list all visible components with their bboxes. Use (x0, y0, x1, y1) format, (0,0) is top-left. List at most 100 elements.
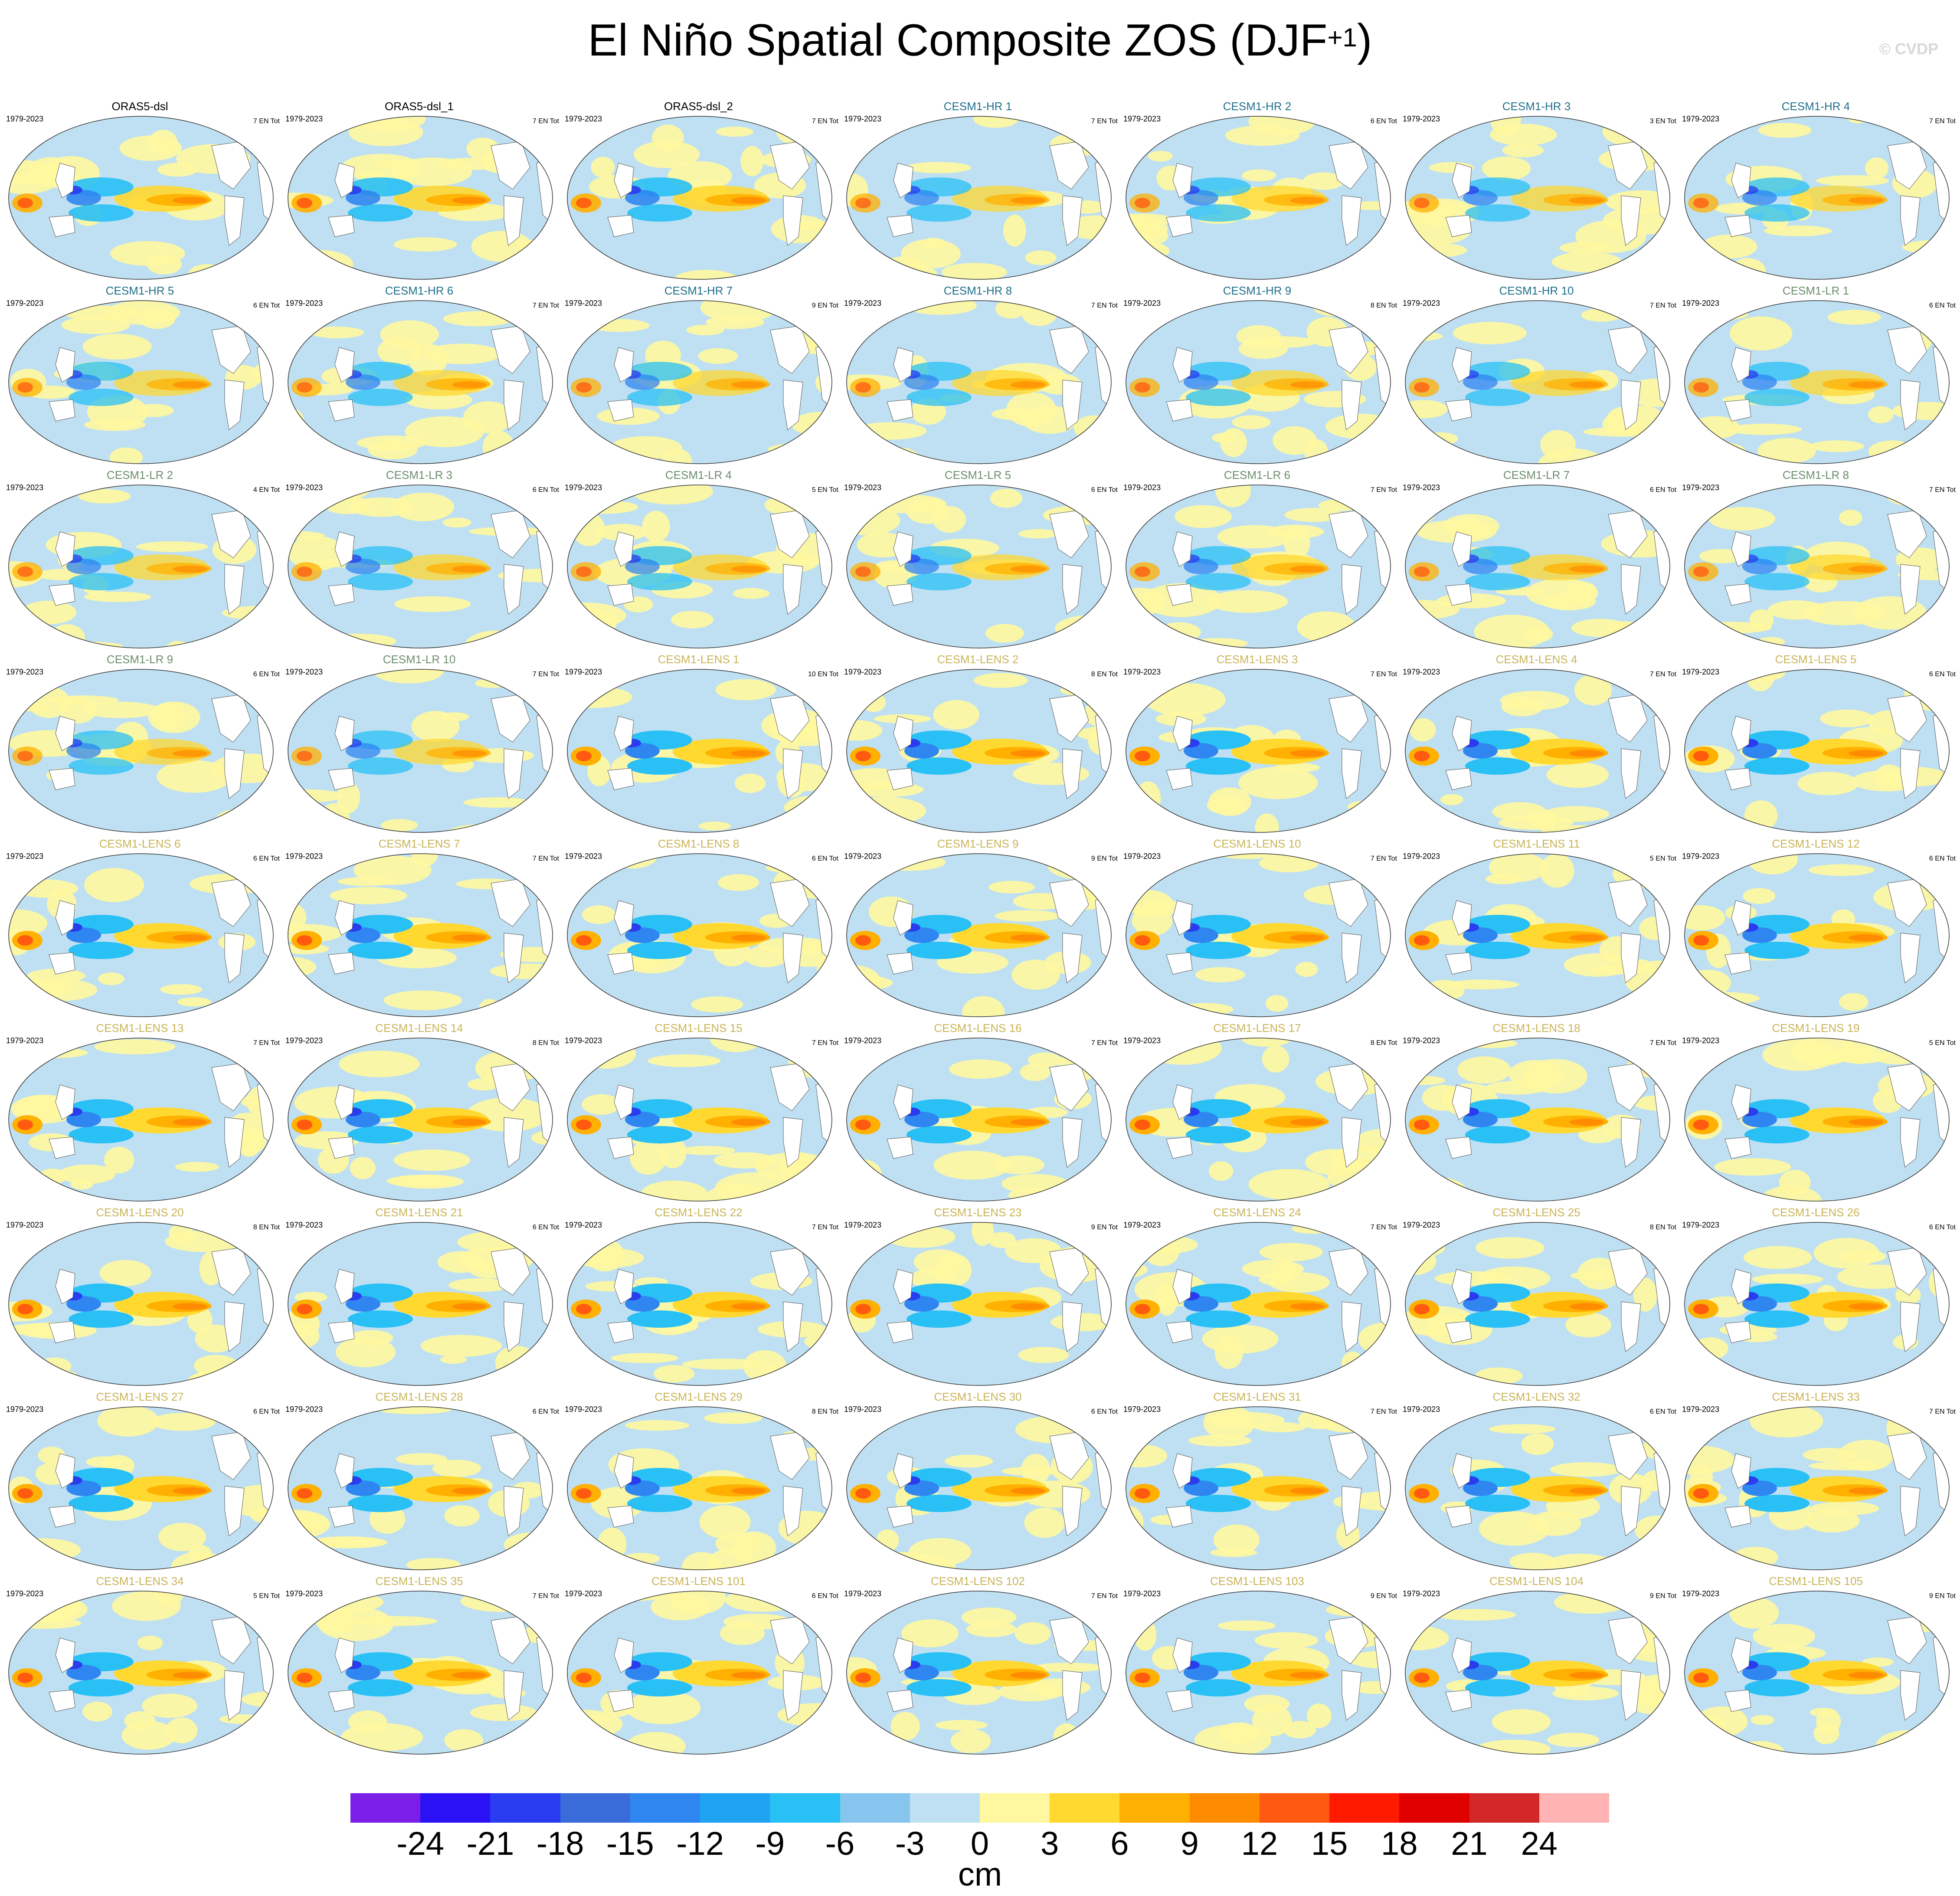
panel-map (8, 1591, 274, 1755)
land-mass (607, 1690, 634, 1712)
zos-field (9, 1591, 273, 1754)
map-panel: CESM1-LENS 9 1979-2023 9 EN Tot (838, 837, 1118, 1022)
land-mass (224, 1301, 245, 1352)
panel-years: 1979-2023 (285, 483, 323, 492)
map-panel: CESM1-LR 4 1979-2023 5 EN Tot (559, 468, 838, 653)
panel-years: 1979-2023 (285, 1221, 323, 1229)
land-mass (893, 1637, 913, 1673)
land-mass (1172, 1269, 1193, 1304)
land-mass (614, 163, 634, 198)
panel-map (567, 116, 832, 280)
land-mass (1608, 1247, 1648, 1296)
land-mass (504, 1486, 524, 1536)
land-mass (328, 583, 355, 606)
land-mass (1172, 900, 1193, 936)
zos-field (847, 1591, 1111, 1754)
map-outline (846, 1222, 1112, 1386)
panel-map (8, 669, 274, 833)
panel-grid: ORAS5-dsl 1979-2023 7 EN Tot ORAS5-dsl_1 197… (0, 100, 1956, 1759)
map-panel: CESM1-LENS 24 1979-2023 7 EN Tot (1117, 1206, 1397, 1390)
land-mass (1049, 1063, 1089, 1111)
panel-map (1405, 1222, 1670, 1386)
panel-map (1405, 116, 1670, 280)
map-panel: CESM1-LENS 21 1979-2023 6 EN Tot (279, 1206, 559, 1390)
map-outline (1405, 1038, 1670, 1202)
panel-years: 1979-2023 (1403, 1589, 1440, 1598)
panel-years: 1979-2023 (1123, 299, 1161, 308)
land-mass (1062, 1670, 1083, 1721)
land-mass (49, 1690, 75, 1712)
panel-years: 1979-2023 (565, 115, 602, 123)
land-mass (1172, 1637, 1193, 1673)
land-mass (334, 1084, 355, 1120)
land-mass (1166, 215, 1193, 237)
panel-event-count: 7 EN Tot (811, 1224, 838, 1231)
land-mass (1900, 1117, 1921, 1168)
land-mass (770, 141, 810, 190)
land-mass (334, 1453, 355, 1489)
panel-years: 1979-2023 (1403, 852, 1440, 861)
map-outline (8, 485, 274, 648)
land-mass (770, 1063, 810, 1111)
panel-map (567, 853, 832, 1017)
land-mass (1166, 399, 1193, 422)
land-mass (1166, 1505, 1193, 1528)
zos-field (847, 1407, 1111, 1570)
land-mass (328, 399, 355, 422)
land-mass (783, 564, 803, 615)
map-outline (1684, 1591, 1950, 1755)
map-panel: CESM1-LENS 35 1979-2023 7 EN Tot (279, 1575, 559, 1759)
panel-title: CESM1-LR 10 (383, 653, 456, 666)
colorbar (350, 1793, 1609, 1823)
map-outline (1126, 1406, 1391, 1570)
zos-field (847, 301, 1111, 464)
panel-map (1405, 1406, 1670, 1570)
map-panel: CESM1-LR 2 1979-2023 4 EN Tot (0, 468, 280, 653)
colorbar-swatch (979, 1793, 1050, 1823)
panel-map (8, 853, 274, 1017)
land-mass (770, 878, 810, 927)
panel-years: 1979-2023 (844, 852, 882, 861)
land-mass (1608, 1063, 1648, 1111)
panel-map (1126, 1406, 1391, 1570)
panel-years: 1979-2023 (1682, 852, 1720, 861)
panel-title: CESM1-LENS 13 (96, 1022, 184, 1035)
map-outline (288, 1038, 553, 1202)
land-mass (1342, 1486, 1362, 1536)
land-mass (783, 933, 803, 983)
panel-event-count: 7 EN Tot (253, 118, 280, 125)
colorbar-tick-label: -6 (825, 1825, 855, 1862)
map-outline (1405, 1222, 1670, 1386)
panel-event-count: 5 EN Tot (811, 486, 838, 494)
land-mass (491, 1247, 530, 1296)
land-mass (1342, 1670, 1362, 1721)
land-mass (1731, 716, 1751, 751)
land-mass (224, 564, 245, 615)
panel-title: CESM1-LENS 26 (1772, 1206, 1860, 1219)
land-mass (1049, 325, 1089, 374)
panel-years: 1979-2023 (565, 1221, 602, 1229)
map-outline (288, 669, 553, 833)
land-mass (887, 768, 913, 790)
land-mass (1062, 1117, 1083, 1168)
panel-years: 1979-2023 (1682, 299, 1720, 308)
map-panel: CESM1-LENS 6 1979-2023 6 EN Tot (0, 837, 280, 1022)
land-mass (1731, 1269, 1751, 1304)
land-mass (770, 510, 810, 558)
panel-years: 1979-2023 (844, 1405, 882, 1414)
land-mass (1608, 510, 1648, 558)
land-mass (1445, 1136, 1472, 1159)
land-mass (1062, 748, 1083, 799)
colorbar-swatch (1399, 1793, 1469, 1823)
map-panel: CESM1-LENS 33 1979-2023 7 EN Tot (1676, 1390, 1956, 1575)
map-panel: CESM1-LENS 13 1979-2023 7 EN Tot (0, 1022, 280, 1206)
land-mass (783, 195, 803, 246)
land-mass (1172, 1453, 1193, 1489)
panel-map (288, 300, 553, 464)
panel-map (8, 485, 274, 648)
panel-years: 1979-2023 (844, 299, 882, 308)
land-mass (783, 1670, 803, 1721)
map-panel: CESM1-LENS 102 1979-2023 7 EN Tot (838, 1575, 1118, 1759)
panel-title: CESM1-HR 4 (1781, 100, 1850, 113)
land-mass (1049, 510, 1089, 558)
